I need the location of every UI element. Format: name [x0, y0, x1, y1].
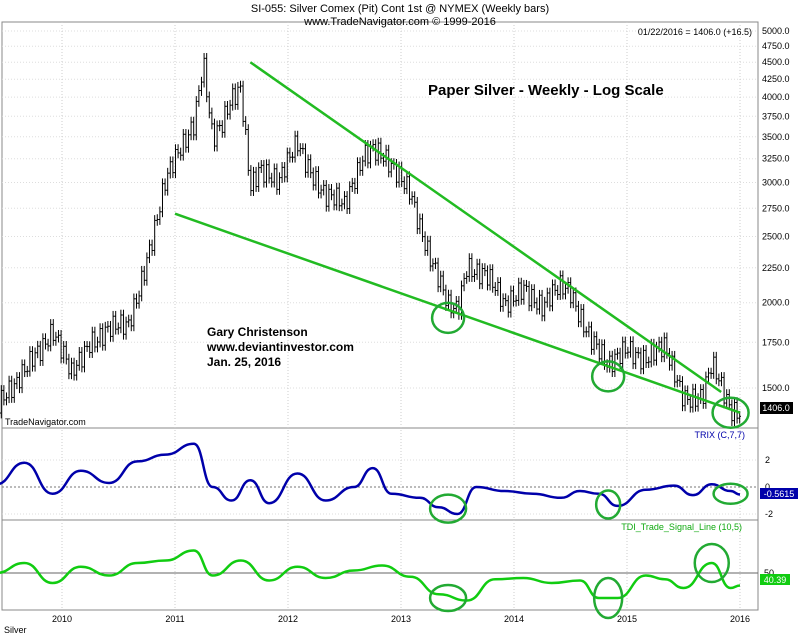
price-y-tick-label: 3250.0: [762, 154, 790, 164]
last-price-badge: [760, 402, 793, 414]
price-y-tick-label: 2250.0: [762, 263, 790, 273]
price-y-tick-label: 4500.0: [762, 57, 790, 67]
x-axis-ticks: 2010 2011 2012 2013 2014 2015 2016: [52, 614, 750, 624]
tdi-last-value: 40.39: [764, 575, 787, 585]
price-low-circle-2014: [590, 360, 626, 393]
trix-y-tick-label: -2: [765, 509, 773, 519]
tdi-low-circle-2014: [592, 576, 624, 620]
symbol-label: Silver: [4, 625, 27, 635]
tdi-line: [0, 549, 741, 602]
tdi-value-badge: [760, 574, 790, 585]
price-panel: [1, 21, 759, 429]
trendlines: [174, 61, 741, 414]
chart-header-line2: www.TradeNavigator.com © 1999-2016: [303, 16, 496, 28]
highlight-circles: [428, 301, 750, 620]
gridlines: [2, 22, 758, 610]
author-website: www.deviantinvestor.com: [206, 340, 354, 354]
tdi-label: TDI_Trade_Signal_Line (10,5): [621, 522, 742, 532]
tdi-high-circle-2015: [693, 542, 730, 584]
chart-annotation-title: Paper Silver - Weekly - Log Scale: [428, 82, 664, 99]
x-tick-label: 2011: [165, 614, 184, 624]
last-price-value: 1406.0: [762, 403, 790, 413]
trix-value-badge: [760, 488, 798, 499]
trix-line: [0, 442, 741, 516]
x-tick-label: 2016: [730, 614, 750, 624]
price-y-tick-label: 2500.0: [762, 232, 790, 242]
x-tick-label: 2014: [504, 614, 524, 624]
price-y-tick-label: 3500.0: [762, 132, 790, 142]
tdi-low-circle-2013: [428, 583, 468, 613]
price-low-circle-2013: [430, 301, 466, 335]
lower-trendline: [174, 212, 741, 414]
price-y-ticks: 5000.0 4750.0 4500.0 4250.0 4000.0 3750.0 3500…: [762, 26, 790, 578]
upper-trendline: [249, 61, 722, 394]
annotation-date: Jan. 25, 2016: [207, 355, 281, 369]
last-quote-info: 01/22/2016 = 1406.0 (+16.5): [638, 27, 752, 37]
watermark: TradeNavigator.com: [5, 417, 86, 427]
trix-low-circle-2015: [712, 482, 749, 505]
tdi-y-tick-label: 50: [764, 568, 774, 578]
trix-label: TRIX (C,7,7): [694, 430, 745, 440]
x-tick-label: 2010: [52, 614, 72, 624]
trix-low-circle-2014: [594, 489, 622, 520]
indicator-lines: [0, 442, 741, 602]
x-tick-label: 2015: [617, 614, 637, 624]
price-low-circle-2015: [711, 396, 750, 429]
author-name: Gary Christenson: [207, 325, 308, 339]
trix-y-tick-label: 0: [765, 482, 770, 492]
price-y-tick-label: 4000.0: [762, 92, 790, 102]
price-y-tick-label: 3000.0: [762, 177, 790, 187]
trix-last-value: -0.5615: [764, 489, 795, 499]
price-y-tick-label: 1500.0: [762, 383, 790, 393]
trix-y-tick-label: 2: [765, 455, 770, 465]
price-y-tick-label: 2000.0: [762, 298, 790, 308]
price-y-tick-label: 4750.0: [762, 41, 790, 51]
x-tick-label: 2012: [278, 614, 298, 624]
price-y-tick-label: 3750.0: [762, 111, 790, 121]
chart-header-line1: SI-055: Silver Comex (Pit) Cont 1st @ NY…: [251, 3, 549, 15]
trix-low-circle-2013: [428, 493, 468, 524]
price-y-tick-label: 2750.0: [762, 203, 790, 213]
price-y-tick-label: 4250.0: [762, 74, 790, 84]
x-tick-label: 2013: [391, 614, 411, 624]
price-y-tick-label: 1750.0: [762, 337, 790, 347]
price-y-tick-label: 5000.0: [762, 26, 790, 36]
